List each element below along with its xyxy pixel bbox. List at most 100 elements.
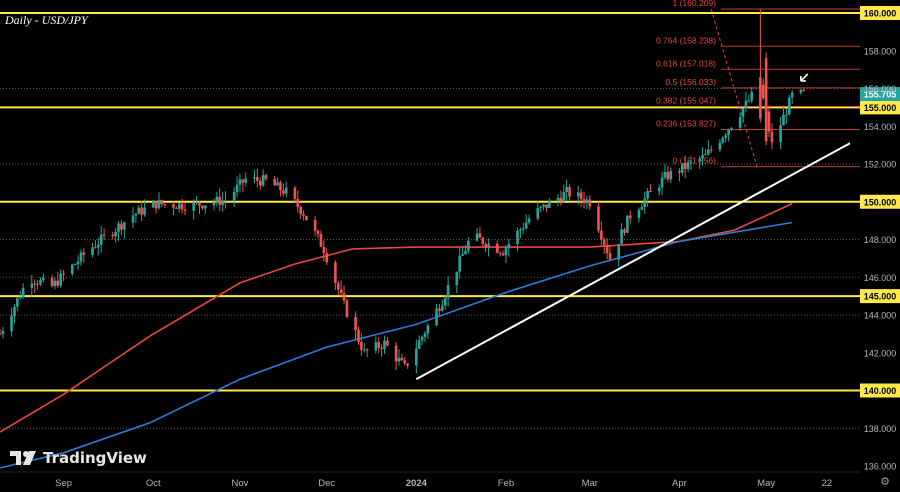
candle-body [123,222,126,230]
candle-body [542,204,545,207]
candle-body [767,111,771,132]
candle-body [258,180,262,186]
candle-body [585,199,589,204]
candle-body [18,297,22,299]
candle-body [91,247,94,255]
time-tick-label: Feb [498,478,514,489]
candle-body [313,220,317,231]
price-axis[interactable]: 136.000 138.000 140.000 142.000 144.000 145.0… [860,0,900,492]
candle-body [365,349,369,351]
candle-body [701,155,704,159]
candle-body [565,187,568,192]
candle-body [579,192,583,200]
candle-body [759,77,762,119]
candle-body [689,161,693,163]
candle-body [305,215,308,221]
level-price-badge [860,383,900,398]
price-axis-background [860,0,900,492]
candle-body [649,190,652,192]
candle-body [698,158,701,162]
candle-body [232,191,236,201]
candle-body [787,97,791,115]
candle-body [120,223,123,230]
fib-level-label: 0.382 (155.047) [656,95,716,105]
candle-body [620,229,623,244]
candle-body [617,243,621,260]
candle-body [507,244,511,249]
candle-body [406,363,409,366]
candle-body [484,244,488,248]
candle-body [383,340,386,349]
time-tick-label: Apr [672,478,687,489]
gear-icon[interactable]: ⚙ [880,475,890,488]
candle-body [568,187,571,197]
candle-body [1,331,5,334]
candle-body [163,204,167,206]
candle-body [582,199,586,204]
candle-body [284,187,288,194]
level-price-badge [860,289,900,304]
trendline[interactable] [415,73,851,381]
candle-body [377,342,381,348]
price-tick-label: 154.000 [864,122,897,132]
candle-body [224,200,227,202]
candle-body [785,114,788,116]
candle-body [637,209,641,219]
fib-level-label: 0.618 (157.018) [656,58,716,68]
candle-body [154,201,158,209]
candle-body [481,237,485,245]
tradingview-logo-icon [10,451,36,465]
candle-body [683,163,687,169]
candle-body [495,243,499,253]
candle-body [597,206,600,231]
candle-body [160,200,164,205]
candle-body [443,298,447,306]
tradingview-brand[interactable]: TradingView [9,449,147,467]
candle-body [730,127,733,130]
candle-body [180,203,184,210]
candle-body [62,273,65,275]
time-axis[interactable]: Sep Oct Nov Dec 2024 Feb Mar Apr May 22 [0,471,860,489]
candle-body [498,252,502,254]
candle-body [559,198,563,202]
arrow-annotation-icon [800,73,809,82]
candle-body [354,316,357,330]
candle-body [504,248,508,256]
candle-body [524,222,528,229]
candle-body [111,234,115,237]
fibonacci-retracement[interactable]: 1 (160.209) 0.764 (158.238) 0.618 (157.018… [656,0,860,169]
sma-blue-line [0,221,793,469]
candle-body [253,177,256,179]
candle-body [600,230,603,240]
candle-body [626,215,629,233]
candle-body [299,207,302,215]
candle-body [325,253,329,263]
price-tick-label: 136.000 [864,462,897,472]
candle-body [718,142,722,150]
candle-body [663,171,667,178]
candle-body [403,360,407,364]
candle-body [628,215,632,219]
candle-body [660,177,664,188]
candle-body [605,245,609,254]
candle-body [345,300,349,317]
candle-body [686,162,690,169]
candle-body [426,325,430,334]
candle-body [279,182,282,191]
candle-body [42,277,45,281]
candle-body [96,244,100,248]
candle-body [709,149,713,151]
ascending-trendline[interactable] [415,142,851,381]
price-tick-label: 156.000 [864,84,897,94]
time-tick-label: Dec [318,478,335,489]
fib-diagonal-line [710,8,758,169]
candle-body [192,202,196,211]
price-tick-label: 144.000 [864,311,897,321]
candle-body [704,154,707,156]
candle-body [461,254,464,256]
candle-body [282,190,285,194]
candle-body [235,184,239,192]
candle-body [238,179,242,185]
candle-body [256,177,259,181]
